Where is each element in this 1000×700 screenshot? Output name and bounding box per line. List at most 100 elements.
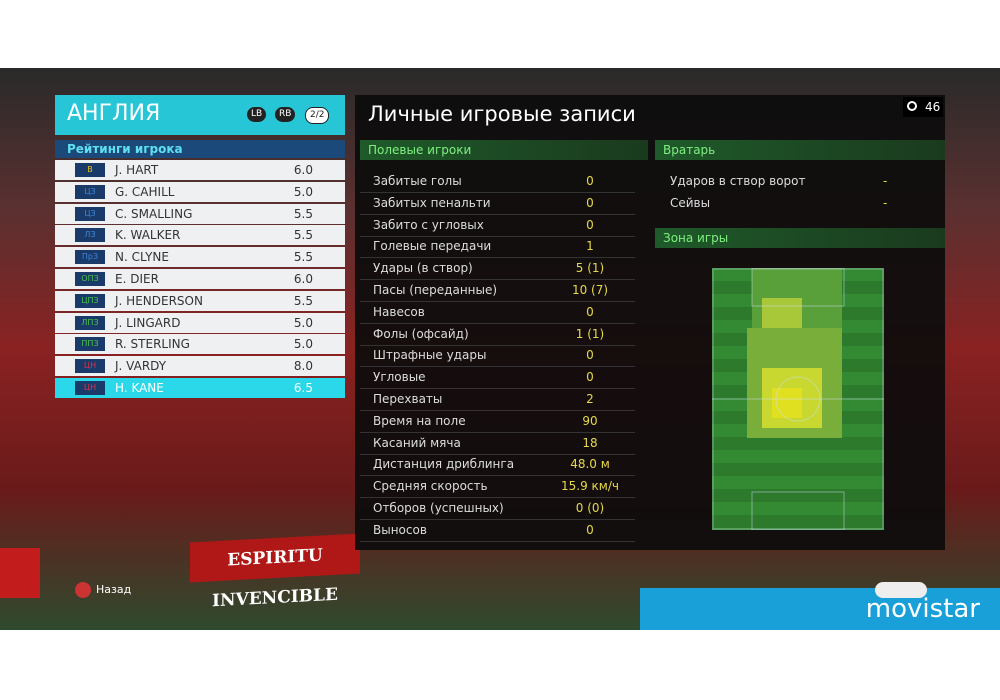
player-name: C. SMALLING bbox=[115, 206, 193, 221]
chat-icons[interactable] bbox=[875, 582, 927, 598]
stat-row: Отборов (успешных) 0 (0) bbox=[360, 498, 635, 520]
stat-label: Фолы (офсайд) bbox=[373, 326, 469, 341]
stat-row: Угловые 0 bbox=[360, 367, 635, 390]
stat-row: Голевые передачи 1 bbox=[360, 236, 635, 259]
sponsor-board: movistar bbox=[640, 588, 1000, 630]
stat-value: 2 bbox=[586, 392, 594, 406]
position-badge: ЦЗ bbox=[75, 184, 105, 199]
stat-value: 0 bbox=[586, 370, 594, 385]
stat-value: 0 bbox=[586, 195, 594, 210]
position-badge: ЛЗ bbox=[75, 228, 105, 243]
stat-label: Голевые передачи bbox=[373, 239, 492, 254]
stat-label: Отборов (успешных) bbox=[373, 501, 504, 515]
player-rating: 6.0 bbox=[293, 163, 313, 177]
stat-label: Время на поле bbox=[373, 413, 466, 428]
stat-value: 90 bbox=[582, 413, 598, 428]
stat-label: Забитых пенальти bbox=[373, 195, 491, 210]
stat-label: Дистанция дриблинга bbox=[373, 457, 515, 472]
player-rating: 5.5 bbox=[293, 206, 313, 221]
player-row[interactable]: ЦН H. KANE 6.5 bbox=[55, 378, 345, 398]
stat-row: Касаний мяча 18 bbox=[360, 433, 635, 455]
section-title: Зона игры bbox=[655, 228, 945, 248]
stat-row: Средняя скорость 15.9 км/ч bbox=[360, 476, 635, 499]
position-badge: ППЗ bbox=[75, 337, 105, 352]
player-rating: 5.5 bbox=[293, 250, 313, 265]
player-row[interactable]: ПрЗ N. CLYNE 5.5 bbox=[55, 247, 345, 268]
stat-label: Пасы (переданные) bbox=[373, 283, 498, 297]
stat-value: - bbox=[883, 195, 888, 210]
team-name: АНГЛИЯ bbox=[67, 101, 161, 126]
player-rating: 5.0 bbox=[293, 337, 313, 352]
stat-label: Забито с угловых bbox=[373, 217, 484, 232]
player-name: J. LINGARD bbox=[115, 315, 181, 330]
player-row[interactable]: В J. HART 6.0 bbox=[55, 160, 345, 180]
player-row[interactable]: ЛПЗ J. LINGARD 5.0 bbox=[55, 312, 345, 333]
stat-label: Штрафные удары bbox=[373, 348, 487, 363]
stat-value: 10 (7) bbox=[571, 283, 609, 297]
stat-row: Дистанция дриблинга 48.0 м bbox=[360, 454, 635, 477]
stat-row: Забито с угловых 0 bbox=[360, 215, 635, 237]
timer-value: 46 bbox=[925, 100, 941, 114]
player-row[interactable]: ЦЗ C. SMALLING 5.5 bbox=[55, 203, 345, 224]
stat-row: Фолы (офсайд) 1 (1) bbox=[360, 324, 635, 346]
records-panel: Личные игровые записи 46 Полевые игроки … bbox=[355, 95, 945, 550]
player-rating: 5.0 bbox=[293, 315, 313, 330]
stat-value: 5 (1) bbox=[575, 261, 605, 276]
stat-value: 0 bbox=[586, 348, 594, 363]
ratings-title: Рейтинги игрока bbox=[55, 140, 345, 158]
stat-label: Выносов bbox=[373, 522, 427, 537]
stat-value: 0 bbox=[586, 522, 594, 537]
player-name: J. HENDERSON bbox=[115, 293, 203, 308]
stat-value: 0 bbox=[586, 217, 594, 232]
stat-row: Сейвы - bbox=[655, 193, 935, 214]
stat-label: Удары (в створ) bbox=[373, 261, 473, 276]
position-badge: ОПЗ bbox=[75, 272, 105, 286]
stat-label: Перехваты bbox=[373, 392, 443, 406]
stat-label: Касаний мяча bbox=[373, 435, 461, 450]
player-row[interactable]: ЦЗ G. CAHILL 5.0 bbox=[55, 181, 345, 202]
player-name: J. HART bbox=[115, 163, 159, 177]
player-name: N. CLYNE bbox=[115, 250, 169, 265]
stat-value: 0 bbox=[586, 174, 594, 188]
rb-button[interactable]: RB bbox=[275, 107, 296, 122]
lb-button[interactable]: LB bbox=[247, 107, 267, 122]
player-name: H. KANE bbox=[115, 381, 164, 395]
stat-label: Угловые bbox=[373, 370, 426, 385]
position-badge: ПрЗ bbox=[75, 250, 105, 265]
back-button[interactable]: Назад bbox=[96, 583, 132, 596]
stat-row: Штрафные удары 0 bbox=[360, 345, 635, 368]
player-row[interactable]: ЛЗ K. WALKER 5.5 bbox=[55, 225, 345, 246]
game-screen: ESPIRITU INVENCIBLE movistar АНГЛИЯ LB R… bbox=[0, 68, 1000, 630]
stat-value: - bbox=[883, 174, 888, 188]
position-badge: В bbox=[75, 163, 105, 177]
player-row[interactable]: ППЗ R. STERLING 5.0 bbox=[55, 334, 345, 355]
player-rating: 6.5 bbox=[293, 381, 313, 395]
stat-row: Навесов 0 bbox=[360, 302, 635, 324]
stat-value: 0 (0) bbox=[575, 501, 605, 515]
stat-value: 48.0 м bbox=[570, 457, 610, 472]
player-row[interactable]: ЦН J. VARDY 8.0 bbox=[55, 356, 345, 377]
stat-value: 1 (1) bbox=[575, 326, 605, 341]
stat-label: Забитые голы bbox=[373, 174, 462, 188]
stat-row: Время на поле 90 bbox=[360, 411, 635, 433]
player-rating: 5.5 bbox=[293, 228, 313, 243]
clock-icon bbox=[907, 101, 917, 111]
stat-row: Выносов 0 bbox=[360, 520, 635, 542]
player-row[interactable]: ОПЗ E. DIER 6.0 bbox=[55, 269, 345, 289]
player-name: E. DIER bbox=[115, 272, 159, 286]
stat-row: Ударов в створ ворот - bbox=[655, 171, 935, 192]
player-row[interactable]: ЦПЗ J. HENDERSON 5.5 bbox=[55, 290, 345, 311]
page-indicator: 2/2 bbox=[305, 107, 330, 124]
stat-value: 0 bbox=[586, 304, 594, 319]
position-badge: ЦН bbox=[75, 381, 105, 395]
team-header: АНГЛИЯ LB RB 2/2 bbox=[55, 95, 345, 135]
timer: 46 bbox=[903, 97, 943, 117]
section-title: Вратарь bbox=[655, 140, 945, 160]
position-badge: ЦПЗ bbox=[75, 293, 105, 308]
player-rating: 8.0 bbox=[293, 359, 313, 374]
player-rating: 5.0 bbox=[293, 184, 313, 199]
back-icon bbox=[75, 582, 91, 598]
stat-label: Средняя скорость bbox=[373, 479, 488, 494]
banner bbox=[0, 548, 40, 598]
